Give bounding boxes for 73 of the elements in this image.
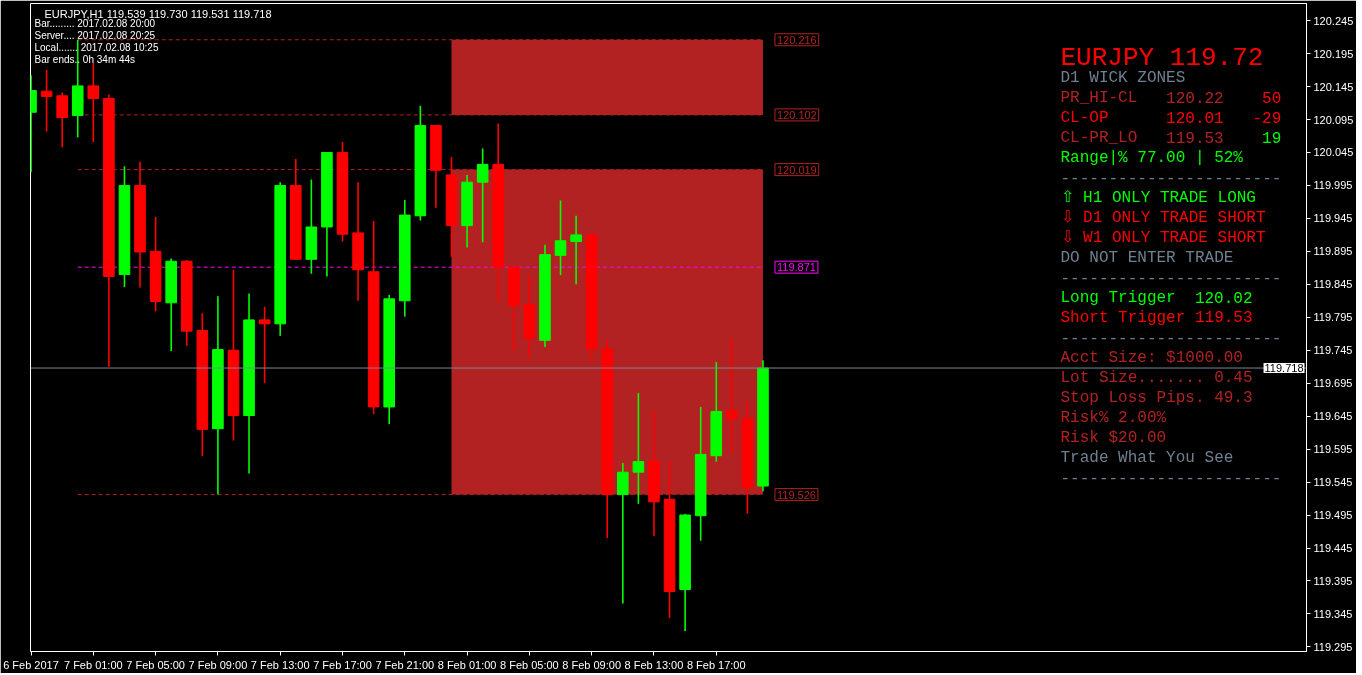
ref-line-label: 119.871 <box>776 261 816 274</box>
ref-line-label: 119.718 <box>1264 362 1304 375</box>
ref-line-label: 120.019 <box>776 163 817 176</box>
annotation: Local....... 2017.02.08 10:25 <box>34 42 159 53</box>
text: PR_HI-CL 120.22 50 <box>1060 88 1282 108</box>
annotation: Server.... 2017.02.08 20:25 <box>34 30 156 41</box>
y-tick-label: 119.595 <box>1313 443 1353 456</box>
annotation: Short Trigger 119.53 <box>1060 308 1253 327</box>
x-tick-label: 6 Feb 2017 <box>3 658 59 671</box>
y-tick-label: 120.145 <box>1313 80 1354 93</box>
y-tick-label: 119.745 <box>1313 344 1353 357</box>
annotation: ----------------------- <box>1060 270 1282 288</box>
x-tick-label: 8 Feb 01:00 <box>437 658 497 671</box>
y-tick-label: 119.295 <box>1313 640 1353 653</box>
candlestick <box>476 147 489 243</box>
x-tick-label: 8 Feb 09:00 <box>562 658 622 671</box>
annotation: Stop Loss Pips. 49.3 <box>1060 388 1253 407</box>
ref-line-label: 120.216 <box>776 33 817 46</box>
x-tick-label: 7 Feb 13:00 <box>250 658 310 671</box>
x-tick-label: 7 Feb 01:00 <box>63 658 123 671</box>
ref-line-label: 120.102 <box>776 108 817 121</box>
y-tick-label: 119.795 <box>1313 311 1353 324</box>
annotation: DO NOT ENTER TRADE <box>1060 248 1234 267</box>
annotation: Risk $20.00 <box>1060 428 1167 447</box>
x-tick-label: 7 Feb 21:00 <box>375 658 435 671</box>
annotation: ----------------------- <box>1060 170 1282 188</box>
y-tick-label: 119.645 <box>1313 410 1353 423</box>
y-tick-label: 119.395 <box>1313 574 1353 587</box>
annotation: D1 WICK ZONES <box>1060 68 1186 87</box>
y-tick-label: 119.345 <box>1313 607 1353 620</box>
y-tick-label: 119.845 <box>1313 278 1353 291</box>
y-tick-label: 119.545 <box>1313 476 1353 489</box>
ref-line-label: 119.526 <box>776 488 816 501</box>
annotation: ----------------------- <box>1060 330 1282 348</box>
text: CL-PR_LO 119.53 19 <box>1060 128 1282 148</box>
text: CL-OP 120.01 -29 <box>1060 108 1282 128</box>
annotation: Long Trigger 120.02 <box>1060 288 1253 308</box>
candlestick <box>258 305 271 384</box>
candlestick <box>40 69 53 133</box>
x-tick-label: 7 Feb 09:00 <box>188 658 248 671</box>
x-tick-label: 8 Feb 17:00 <box>686 658 746 671</box>
candlestick <box>554 199 567 276</box>
annotation: Trade What You See <box>1060 448 1234 467</box>
annotation: Lot Size....... 0.45 <box>1060 368 1253 387</box>
chart-title: EURJPY,H1 119.539 119.730 119.531 119.718 <box>44 7 272 20</box>
candlestick <box>726 337 738 454</box>
y-tick-label: 120.245 <box>1313 14 1354 27</box>
annotation: Range|% 77.00 | 52% <box>1060 148 1244 167</box>
y-tick-label: 119.945 <box>1313 212 1353 225</box>
candlestick <box>632 392 645 505</box>
annotation: ⇧ H1 ONLY TRADE LONG <box>1060 188 1256 207</box>
candlestick <box>570 214 582 286</box>
x-tick-label: 8 Feb 05:00 <box>500 658 559 671</box>
candlestick <box>617 462 629 605</box>
y-tick-label: 120.095 <box>1313 113 1354 126</box>
y-tick-label: 119.495 <box>1313 509 1353 522</box>
x-tick-label: 8 Feb 13:00 <box>624 658 684 671</box>
annotation: ⇩ D1 ONLY TRADE SHORT <box>1060 208 1266 227</box>
annotation: Acct Size: $1000.00 <box>1060 348 1243 367</box>
y-tick-label: 119.695 <box>1313 377 1353 390</box>
annotation: Risk% 2.00% <box>1060 408 1167 427</box>
x-tick-label: 7 Feb 05:00 <box>126 658 185 671</box>
y-tick-label: 119.445 <box>1313 542 1353 554</box>
y-tick-label: 119.895 <box>1313 245 1353 258</box>
y-tick-label: 119.995 <box>1313 179 1353 192</box>
y-tick-label: 120.195 <box>1313 47 1354 60</box>
annotation: Bar......... 2017.02.08 20:00 <box>34 18 156 29</box>
x-tick-label: 7 Feb 17:00 <box>313 658 372 671</box>
y-tick-label: 120.045 <box>1313 146 1354 159</box>
candlestick <box>56 91 68 149</box>
annotation: ----------------------- <box>1060 470 1282 488</box>
candlestick <box>87 62 100 143</box>
annotation: ⇩ W1 ONLY TRADE SHORT <box>1060 228 1266 247</box>
